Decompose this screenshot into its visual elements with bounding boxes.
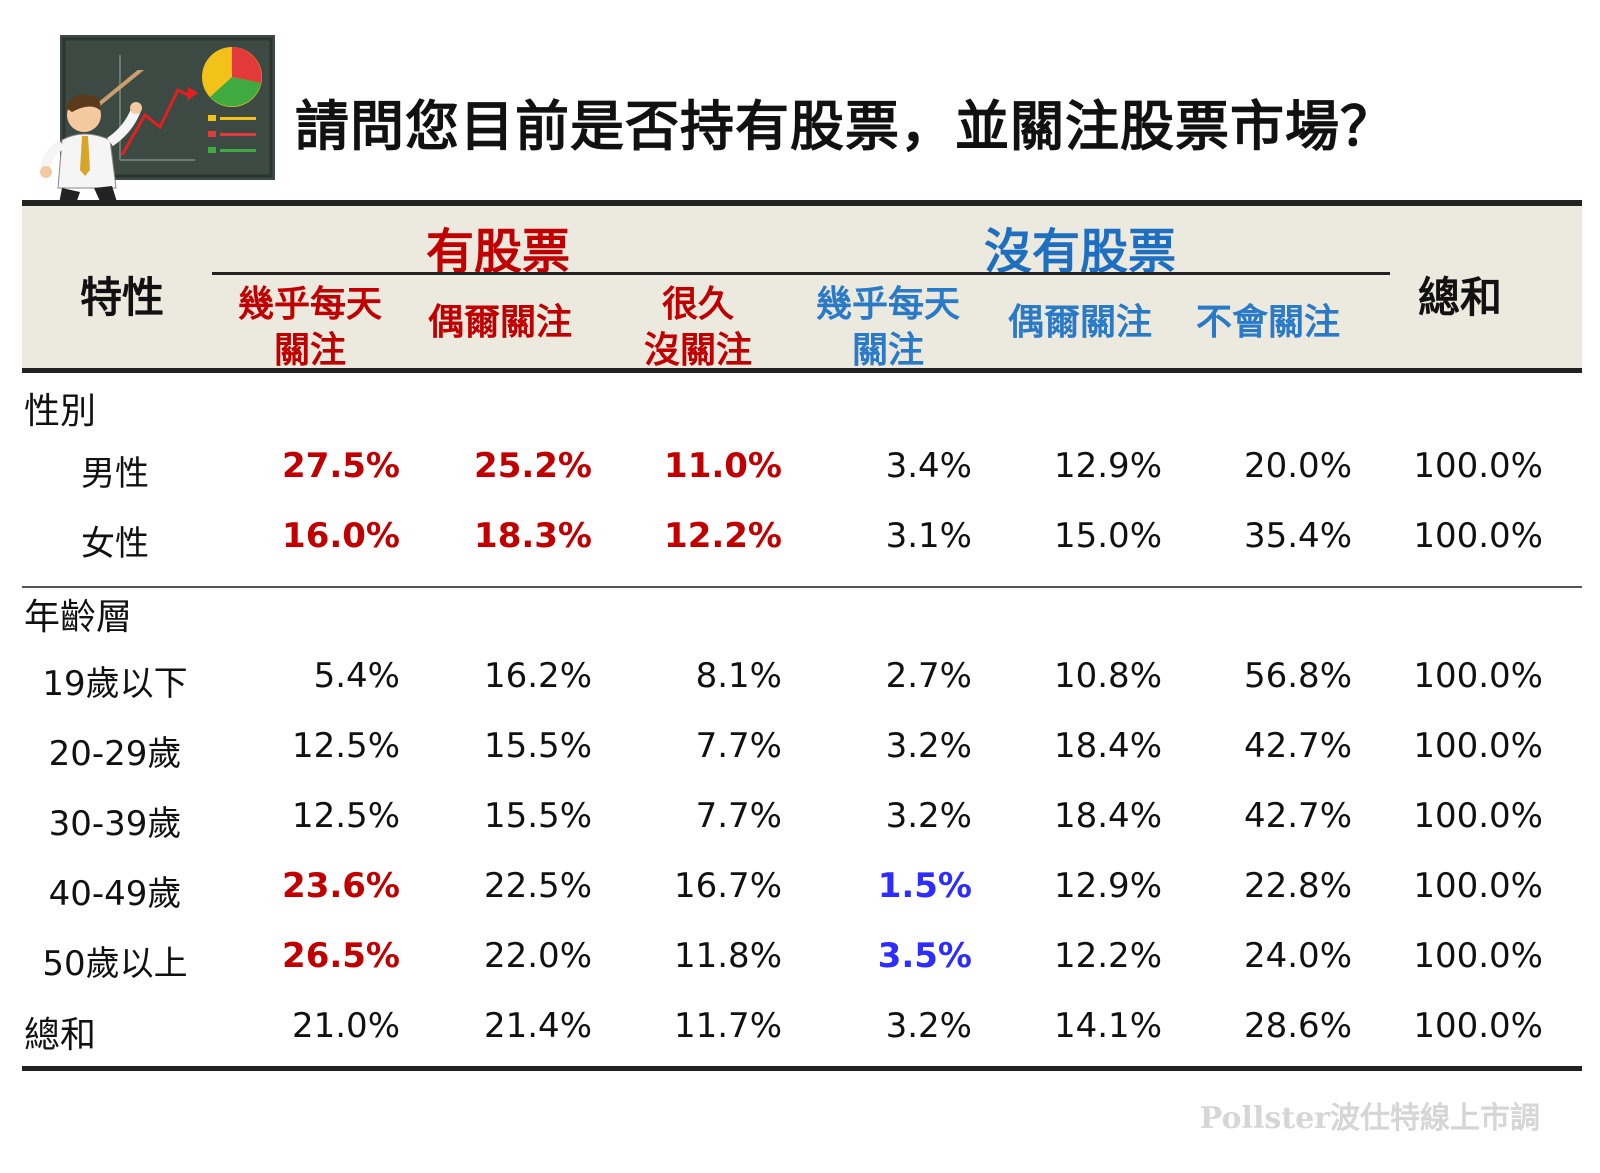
table-cell: 12.9% (1053, 446, 1162, 486)
table-cell: 100.0% (1413, 656, 1543, 696)
total-header-label: 總和 (1417, 273, 1502, 322)
table-cell: 100.0% (1413, 936, 1543, 976)
row-label: 19歲以下 (42, 664, 188, 704)
table-cell: 35.4% (1243, 516, 1352, 556)
table-cell: 7.7% (695, 726, 782, 766)
section-label: 年齡層 (24, 597, 133, 638)
table-cell: 26.5% (282, 936, 400, 976)
table-cell: 3.2% (885, 726, 972, 766)
table-cell: 16.0% (282, 516, 400, 556)
table-cell: 3.5% (877, 936, 972, 976)
total-row-label: 總和 (24, 1015, 97, 1056)
table-cell: 1.5% (877, 866, 972, 906)
total-cell: 11.7% (673, 1006, 782, 1046)
table-cell: 25.2% (474, 446, 592, 486)
table-cell: 15.5% (483, 726, 592, 766)
row-label: 男性 (81, 454, 149, 494)
table-cell: 24.0% (1243, 936, 1352, 976)
table-cell: 3.2% (885, 796, 972, 836)
table-cell: 15.0% (1053, 516, 1162, 556)
table-cell: 27.5% (282, 446, 400, 486)
table-cell: 100.0% (1413, 726, 1543, 766)
table-cell: 22.0% (483, 936, 592, 976)
table-cell: 20.0% (1243, 446, 1352, 486)
table-cell: 12.5% (291, 796, 400, 836)
table-cell: 100.0% (1413, 516, 1543, 556)
table-cell: 16.7% (673, 866, 782, 906)
table-cell: 10.8% (1053, 656, 1162, 696)
total-cell: 21.0% (291, 1006, 400, 1046)
table-cell: 23.6% (282, 866, 400, 906)
subheader-have-occasional: 偶爾關注 (427, 302, 572, 343)
table-cell: 12.9% (1053, 866, 1162, 906)
table-cell: 100.0% (1413, 796, 1543, 836)
table-cell: 42.7% (1243, 726, 1352, 766)
source-watermark: Pollster波仕特線上市調 (1199, 1101, 1540, 1136)
table-cell: 56.8% (1243, 656, 1352, 696)
table-cell: 42.7% (1243, 796, 1352, 836)
table-cell: 22.8% (1243, 866, 1352, 906)
bottom-rule (22, 1066, 1582, 1071)
table-cell: 18.4% (1053, 796, 1162, 836)
table-cell: 18.3% (474, 516, 592, 556)
group-no-stock: 沒有股票 (983, 224, 1176, 280)
table-cell: 3.4% (885, 446, 972, 486)
table-cell: 11.8% (673, 936, 782, 976)
table-cell: 5.4% (313, 656, 400, 696)
table-cell: 7.7% (695, 796, 782, 836)
header-bottom-rule (22, 368, 1582, 373)
table-cell: 12.2% (1053, 936, 1162, 976)
table-cell: 15.5% (483, 796, 592, 836)
section-divider (22, 586, 1582, 588)
row-label: 20-29歲 (48, 734, 182, 774)
table-cell: 100.0% (1413, 866, 1543, 906)
table-header-band (22, 206, 1582, 373)
row-header-label: 特性 (79, 273, 164, 322)
table-cell: 12.5% (291, 726, 400, 766)
table-cell: 22.5% (483, 866, 592, 906)
table-cell: 18.4% (1053, 726, 1162, 766)
subheader-none-daily: 幾乎每天 關注 (815, 284, 960, 371)
row-label: 50歲以上 (42, 944, 188, 984)
subheader-have-long-time: 很久 沒關注 (643, 284, 752, 371)
table-cell: 8.1% (695, 656, 782, 696)
table-cell: 100.0% (1413, 446, 1543, 486)
total-cell: 28.6% (1243, 1006, 1352, 1046)
total-cell: 21.4% (483, 1006, 592, 1046)
subheader-none-never: 不會關注 (1195, 302, 1340, 343)
subheader-none-occasional: 偶爾關注 (1007, 302, 1152, 343)
table-cell: 2.7% (885, 656, 972, 696)
total-cell: 3.2% (885, 1006, 972, 1046)
subheader-have-daily: 幾乎每天 關注 (237, 284, 382, 371)
total-cell: 100.0% (1413, 1006, 1543, 1046)
table-cell: 3.1% (885, 516, 972, 556)
group-have-stock: 有股票 (425, 224, 570, 280)
top-rule (22, 200, 1582, 206)
table-cell: 11.0% (664, 446, 782, 486)
row-label: 女性 (81, 524, 149, 564)
table-cell: 12.2% (664, 516, 782, 556)
section-label: 性別 (24, 391, 97, 432)
table-cell: 16.2% (483, 656, 592, 696)
row-label: 40-49歲 (48, 874, 182, 914)
page-title: 請問您目前是否持有股票，並關注股票市場？ (295, 95, 1395, 158)
row-label: 30-39歲 (48, 804, 182, 844)
total-cell: 14.1% (1053, 1006, 1162, 1046)
group-underline (212, 272, 1390, 275)
